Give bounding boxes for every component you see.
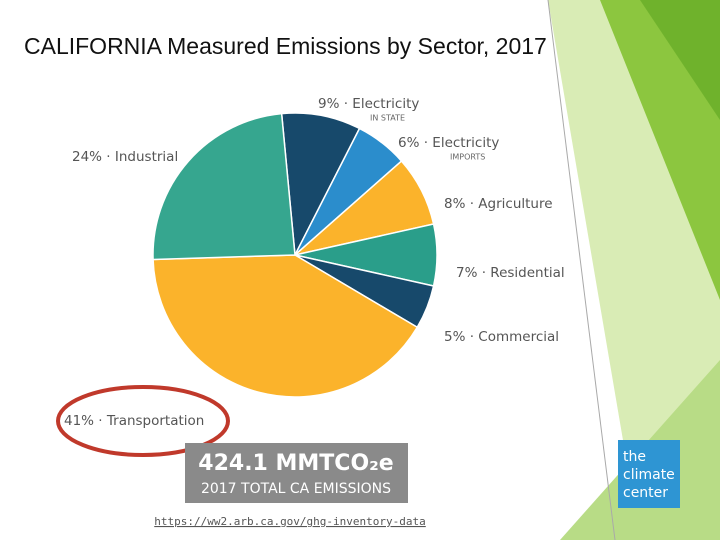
- total-label: 424.1 MMTCO₂e: [198, 451, 393, 476]
- slide-title: CALIFORNIA Measured Emissions by Sector,…: [24, 33, 547, 59]
- slice-label: 6% · Electricity: [398, 135, 499, 151]
- logo-text: climate: [623, 467, 675, 483]
- logo-text: the: [623, 449, 646, 465]
- pie-slice: [152, 254, 419, 398]
- slice-note: IN STATE: [370, 114, 405, 123]
- slice-label: 41% · Transportation: [64, 413, 204, 429]
- slice-label: 9% · Electricity: [318, 96, 419, 112]
- logo-box: [618, 440, 680, 508]
- total-caption: 2017 TOTAL CA EMISSIONS: [201, 481, 391, 497]
- logo-text: center: [623, 485, 668, 501]
- source-link[interactable]: https://ww2.arb.ca.gov/ghg-inventory-dat…: [154, 515, 426, 528]
- pie-slice: [280, 112, 361, 258]
- pie-slice: [152, 112, 296, 261]
- total-box: [185, 443, 408, 503]
- slice-label: 24% · Industrial: [72, 149, 178, 165]
- slice-label: 5% · Commercial: [444, 329, 559, 345]
- highlight-ring: [56, 385, 230, 457]
- slice-note: IMPORTS: [450, 153, 485, 162]
- pie: [152, 112, 438, 398]
- slice-label: 8% · Agriculture: [444, 196, 553, 212]
- slice-label: 7% · Residential: [456, 265, 565, 281]
